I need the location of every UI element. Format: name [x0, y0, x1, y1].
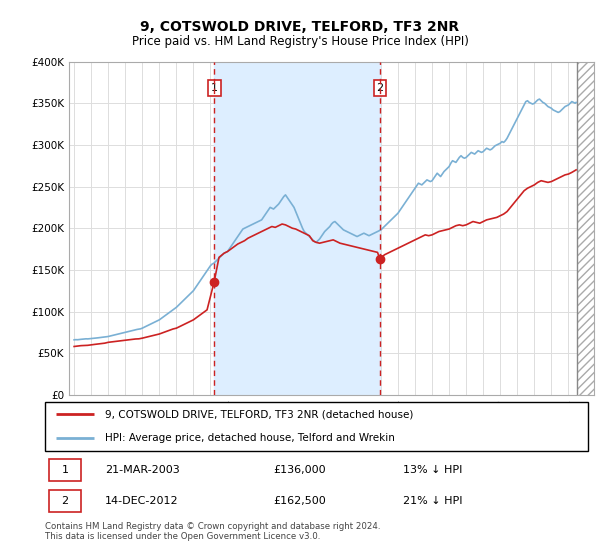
- FancyBboxPatch shape: [49, 459, 81, 481]
- Text: 9, COTSWOLD DRIVE, TELFORD, TF3 2NR (detached house): 9, COTSWOLD DRIVE, TELFORD, TF3 2NR (det…: [105, 409, 413, 419]
- Text: 21% ↓ HPI: 21% ↓ HPI: [403, 496, 463, 506]
- Text: £136,000: £136,000: [273, 465, 326, 475]
- Text: 1: 1: [62, 465, 68, 475]
- Text: £162,500: £162,500: [273, 496, 326, 506]
- Text: Price paid vs. HM Land Registry's House Price Index (HPI): Price paid vs. HM Land Registry's House …: [131, 35, 469, 48]
- Text: 9, COTSWOLD DRIVE, TELFORD, TF3 2NR: 9, COTSWOLD DRIVE, TELFORD, TF3 2NR: [140, 20, 460, 34]
- Text: 2: 2: [377, 83, 383, 94]
- Text: HPI: Average price, detached house, Telford and Wrekin: HPI: Average price, detached house, Telf…: [105, 433, 395, 443]
- Text: 13% ↓ HPI: 13% ↓ HPI: [403, 465, 463, 475]
- FancyBboxPatch shape: [49, 489, 81, 512]
- FancyBboxPatch shape: [45, 402, 588, 451]
- Text: 1: 1: [211, 83, 218, 94]
- Text: 14-DEC-2012: 14-DEC-2012: [105, 496, 178, 506]
- Bar: [214, 62, 380, 395]
- Text: 2: 2: [62, 496, 68, 506]
- Text: 21-MAR-2003: 21-MAR-2003: [105, 465, 179, 475]
- Text: Contains HM Land Registry data © Crown copyright and database right 2024.
This d: Contains HM Land Registry data © Crown c…: [45, 522, 380, 542]
